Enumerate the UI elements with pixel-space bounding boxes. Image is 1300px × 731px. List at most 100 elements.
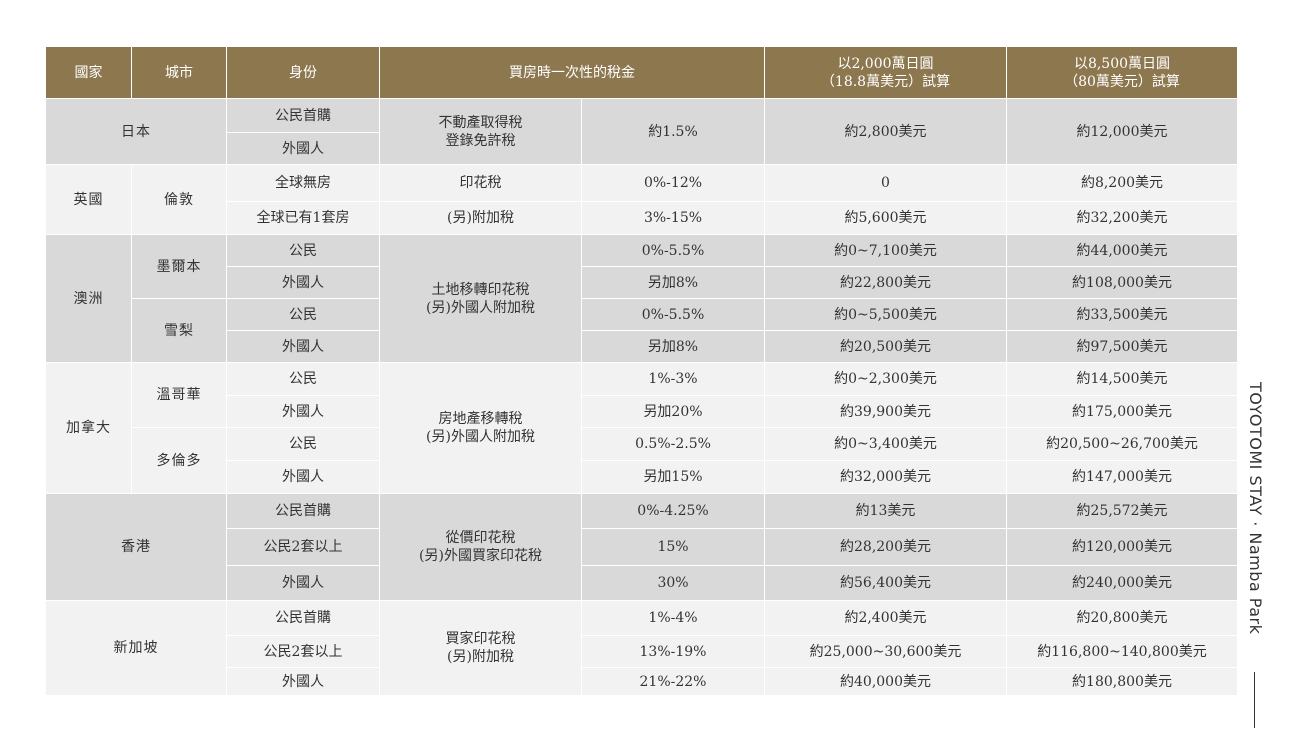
calc1-cell: 約2,800美元 — [764, 98, 1007, 165]
table-row: 日本 公民首購 不動產取得稅 登錄免許稅 約1.5% 約2,800美元 約12,0… — [45, 98, 1238, 165]
calc2-cell: 約32,200美元 — [1006, 201, 1238, 235]
identity-cell: 公民 — [226, 298, 380, 331]
calc1-cell: 約0~5,500美元 — [764, 298, 1007, 331]
calc1-cell: 約40,000美元 — [764, 667, 1007, 696]
calc2-cell: 約240,000美元 — [1006, 565, 1238, 601]
identity-cell: 全球無房 — [226, 164, 380, 202]
rate-cell: 另加15% — [581, 460, 765, 494]
calc2-cell: 約20,500~26,700美元 — [1006, 427, 1238, 461]
rate-cell: 0%-5.5% — [581, 234, 765, 267]
table-row: 雪梨 公民 0%-5.5% 約0~5,500美元 約33,500美元 — [46, 298, 1238, 363]
tax-name-cell: 印花稅 — [379, 164, 582, 202]
identity-cell: 公民首購 — [226, 600, 380, 636]
country-australia: 澳洲 — [45, 234, 132, 363]
calc1-cell: 約25,000~30,600美元 — [764, 635, 1007, 668]
calc2-cell: 約108,000美元 — [1006, 266, 1238, 299]
identity-cell: 公民2套以上 — [226, 635, 380, 668]
tax-line: 房地產移轉稅 — [438, 411, 523, 427]
header-calc1-line1: 以2,000萬日圓 — [837, 55, 934, 72]
calc2-cell: 約44,000美元 — [1006, 234, 1238, 267]
identity-cell: 公民 — [226, 234, 380, 267]
tax-line: (另)外國人附加稅 — [426, 429, 535, 445]
identity-cell: 外國人 — [226, 330, 380, 363]
table-row: 外國人 30% 約56,400美元 約240,000美元 — [46, 565, 1238, 601]
calc1-cell: 約28,200美元 — [764, 528, 1007, 566]
header-tax: 買房時一次性的稅金 — [379, 46, 765, 99]
table-row: 外國人 — [46, 132, 1238, 165]
header-calc-85m-yen: 以8,500萬日圓 （80萬美元）試算 — [1006, 46, 1238, 99]
country-canada: 加拿大 — [45, 362, 132, 494]
tax-line: 土地移轉印花稅 — [431, 281, 530, 298]
calc1-cell: 約0~2,300美元 — [764, 362, 1007, 396]
rate-cell: 3%-15% — [581, 201, 765, 235]
calc1-cell: 約0~3,400美元 — [764, 427, 1007, 461]
table-row: 外國人 另加8% 約20,500美元 約97,500美元 — [46, 330, 1238, 363]
calc2-cell: 約175,000美元 — [1006, 395, 1238, 428]
identity-cell: 公民2套以上 — [226, 528, 380, 566]
rate-cell: 0.5%-2.5% — [581, 427, 765, 461]
tax-name-cell: 土地移轉印花稅 (另)外國人附加稅 — [379, 234, 582, 363]
calc1-cell: 約20,500美元 — [764, 330, 1007, 363]
country-uk: 英國 — [45, 164, 132, 235]
tax-name-cell: 從價印花稅 (另)外國買家印花稅 — [379, 493, 582, 601]
calc2-cell: 約147,000美元 — [1006, 460, 1238, 494]
identity-cell: 公民首購 — [226, 98, 380, 133]
rate-cell: 21%-22% — [581, 667, 765, 696]
tax-line: 不動產取得稅 — [438, 114, 523, 131]
identity-cell: 外國人 — [226, 395, 380, 428]
calc2-cell: 約20,800美元 — [1006, 600, 1238, 636]
table-row: 新加坡 公民首購 買家印花稅 (另)附加稅 1%-4% 約2,400美元 約20,… — [45, 600, 1238, 696]
header-identity: 身份 — [226, 46, 380, 99]
header-calc2-line2: （80萬美元）試算 — [1064, 73, 1180, 90]
tax-line: 買家印花稅 — [445, 631, 516, 647]
header-row: 國家 城市 身份 買房時一次性的稅金 以2,000萬日圓 （18.8萬美元）試算 … — [45, 46, 1238, 99]
country-japan: 日本 — [45, 98, 227, 165]
table-row: 外國人 21%-22% 約40,000美元 約180,800美元 — [46, 667, 1238, 696]
calc2-cell: 約12,000美元 — [1006, 98, 1238, 165]
rate-cell: 另加20% — [581, 395, 765, 428]
tax-line: (另)附加稅 — [447, 649, 514, 665]
calc1-cell: 約2,400美元 — [764, 600, 1007, 636]
calc1-cell: 約39,900美元 — [764, 395, 1007, 428]
city-london: 倫敦 — [131, 164, 227, 235]
tax-name-cell: 買家印花稅 (另)附加稅 — [379, 600, 582, 696]
identity-cell: 外國人 — [226, 266, 380, 299]
calc2-cell: 約33,500美元 — [1006, 298, 1238, 331]
calc2-cell: 約14,500美元 — [1006, 362, 1238, 396]
rate-cell: 0%-12% — [581, 164, 765, 202]
calc2-cell: 約25,572美元 — [1006, 493, 1238, 529]
table-row: 香港 公民首購 從價印花稅 (另)外國買家印花稅 0%-4.25% 約13美元 約… — [45, 493, 1238, 601]
rate-cell: 15% — [581, 528, 765, 566]
country-singapore: 新加坡 — [45, 600, 227, 696]
table-row: 加拿大 溫哥華 公民 房地產移轉稅 (另)外國人附加稅 1%-3% 約0~2,30… — [45, 362, 1238, 494]
calc1-cell: 約56,400美元 — [764, 565, 1007, 601]
rate-cell: 約1.5% — [581, 98, 765, 165]
table-row: 英國 倫敦 全球無房 印花稅 0%-12% 0 約8,200美元 — [45, 164, 1238, 235]
identity-cell: 外國人 — [226, 565, 380, 601]
identity-cell: 公民 — [226, 362, 380, 396]
identity-cell: 外國人 — [226, 667, 380, 696]
rate-cell: 30% — [581, 565, 765, 601]
calc1-cell: 約32,000美元 — [764, 460, 1007, 494]
tax-line: (另)外國人附加稅 — [426, 299, 535, 316]
table-row: 澳洲 墨爾本 公民 土地移轉印花稅 (另)外國人附加稅 0%-5.5% 約0~7,… — [45, 234, 1238, 363]
calc1-cell: 約22,800美元 — [764, 266, 1007, 299]
city-melbourne: 墨爾本 — [131, 234, 227, 299]
rate-cell: 0%-5.5% — [581, 298, 765, 331]
calc2-cell: 約97,500美元 — [1006, 330, 1238, 363]
calc2-cell: 約116,800~140,800美元 — [1006, 635, 1238, 668]
tax-line: 從價印花稅 — [445, 530, 516, 546]
city-vancouver: 溫哥華 — [131, 362, 227, 428]
city-toronto: 多倫多 — [131, 427, 227, 494]
brand-divider — [1254, 672, 1255, 728]
table-row: 全球已有1套房 (另)附加稅 3%-15% 約5,600美元 約32,200美元 — [46, 201, 1238, 235]
calc2-cell: 約180,800美元 — [1006, 667, 1238, 696]
rate-cell: 13%-19% — [581, 635, 765, 668]
tax-name-cell: 不動產取得稅 登錄免許稅 — [379, 98, 582, 165]
table-row: 公民2套以上 15% 約28,200美元 約120,000美元 — [46, 528, 1238, 566]
rate-cell: 1%-4% — [581, 600, 765, 636]
tax-line: (另)外國買家印花稅 — [419, 548, 542, 564]
calc1-cell: 約5,600美元 — [764, 201, 1007, 235]
rate-cell: 另加8% — [581, 266, 765, 299]
rate-cell: 另加8% — [581, 330, 765, 363]
